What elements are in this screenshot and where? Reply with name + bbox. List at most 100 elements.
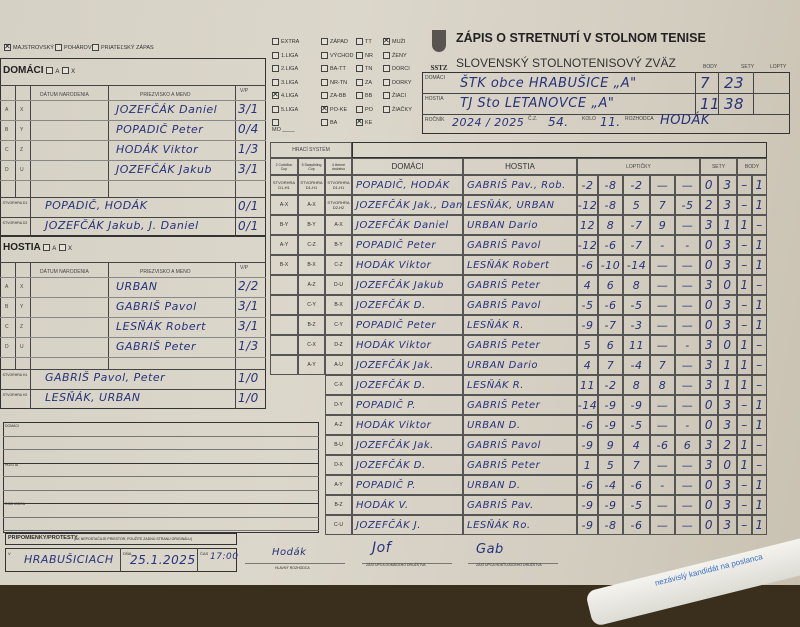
set-score: -7: [623, 215, 650, 235]
category-option[interactable]: ZA-BB: [321, 92, 346, 99]
sets-won: 0: [700, 495, 718, 515]
category-option[interactable]: Východ: [321, 51, 354, 59]
system-code: D-X: [325, 455, 352, 475]
category-option[interactable]: BA: [321, 119, 337, 126]
category-option[interactable]: Extra: [272, 38, 299, 45]
checkbox[interactable]: [272, 51, 279, 59]
checkbox[interactable]: [272, 38, 279, 45]
away-player: URBAN Dario: [463, 215, 577, 235]
category-option[interactable]: NR-TN: [321, 78, 347, 86]
checkbox[interactable]: [383, 36, 390, 45]
match-type-priatelsky[interactable]: Priateľský zápas: [92, 44, 154, 51]
doubles-vp: 1/0: [238, 391, 259, 405]
notes-home-label: DOMÁCI: [5, 424, 19, 428]
category-option[interactable]: Ženy: [383, 51, 407, 59]
home-signature-label: ZÁSTUPCA DOMÁCEHO DRUŽSTVA: [366, 563, 426, 567]
checkbox[interactable]: [272, 65, 279, 72]
sets-won: 0: [700, 235, 718, 255]
system-code: STVORHRA D2-H2: [325, 195, 352, 215]
set-score: -8: [598, 515, 623, 535]
away-player: LESŇÁK Ro.: [463, 515, 577, 535]
checkbox-a[interactable]: [43, 243, 51, 251]
category-option[interactable]: 3.liga: [272, 78, 298, 86]
category-option[interactable]: Muži: [383, 36, 405, 45]
category-option[interactable]: Žiaci: [383, 92, 406, 99]
category-option[interactable]: TN: [356, 65, 372, 72]
sets-won: 0: [700, 295, 718, 315]
checkbox[interactable]: [272, 105, 279, 113]
checkbox[interactable]: [383, 92, 390, 99]
checkbox[interactable]: [321, 65, 328, 72]
category-option[interactable]: BB: [356, 92, 372, 99]
checkbox[interactable]: [321, 78, 328, 86]
category-option[interactable]: Žiačky: [383, 105, 412, 113]
category-option[interactable]: BA-TT: [321, 65, 346, 72]
set-score: 11: [623, 335, 650, 355]
category-option[interactable]: 4.liga: [272, 90, 298, 99]
category-option[interactable]: ZA: [356, 78, 372, 86]
sets-won: 3: [700, 355, 718, 375]
set-score: —: [650, 335, 675, 355]
category-option[interactable]: PO: [356, 105, 373, 113]
away-player: GABRIŠ Pav.: [463, 495, 577, 515]
checkbox[interactable]: [383, 105, 390, 113]
system-cell: [270, 295, 298, 315]
home-player: JOZEFČÁK Jakub: [352, 275, 463, 295]
checkbox[interactable]: [321, 38, 328, 45]
set-score: -5: [577, 295, 598, 315]
checkbox[interactable]: [383, 65, 390, 72]
match-type-poharovy[interactable]: Pohárový: [55, 44, 95, 51]
match-type-majstrovsky[interactable]: Majstrovský: [4, 42, 54, 51]
category-option[interactable]: Dorky: [383, 78, 412, 86]
checkbox-a[interactable]: [46, 66, 54, 74]
checkbox[interactable]: [383, 78, 390, 86]
category-option[interactable]: 1.liga: [272, 51, 298, 59]
category-option[interactable]: KE: [356, 117, 372, 126]
category-option[interactable]: PO-KE: [321, 104, 347, 113]
home-team-name: ŠTK obce HRABUŠICE „A": [460, 76, 637, 91]
doubles-label: STVORHRA D2: [2, 221, 28, 225]
home-signature: Jof: [372, 540, 392, 556]
checkbox[interactable]: [383, 51, 390, 59]
checkbox[interactable]: [272, 119, 279, 126]
checkbox[interactable]: [321, 119, 328, 126]
option-label: NR: [365, 52, 373, 59]
checkbox[interactable]: [356, 78, 363, 86]
category-option[interactable]: Západ: [321, 38, 348, 45]
checkbox[interactable]: [356, 51, 363, 59]
checkbox[interactable]: [356, 92, 363, 99]
player-vp: 3/1: [238, 299, 259, 313]
checkbox[interactable]: [321, 51, 328, 59]
checkbox[interactable]: [356, 65, 363, 72]
protests-box: [5, 533, 237, 545]
category-option[interactable]: 2.liga: [272, 65, 298, 72]
sets-won: 3: [718, 475, 737, 495]
checkbox[interactable]: [356, 105, 363, 113]
checkbox-x[interactable]: [62, 66, 70, 74]
option-label: 2.liga: [281, 65, 299, 72]
checkbox[interactable]: [272, 78, 279, 86]
category-option[interactable]: TT: [356, 38, 372, 45]
category-option[interactable]: 5.liga: [272, 105, 298, 113]
checkbox-x[interactable]: [59, 243, 66, 251]
set-score: 5: [577, 335, 598, 355]
checkbox[interactable]: [321, 104, 328, 113]
category-option[interactable]: Dorci: [383, 65, 410, 72]
checkbox[interactable]: [4, 42, 11, 51]
checkbox[interactable]: [92, 44, 99, 51]
away-player: GABRIŠ Pavol: [463, 435, 577, 455]
checkbox[interactable]: [272, 90, 279, 99]
category-option[interactable]: NR: [356, 51, 373, 59]
checkbox[interactable]: [356, 38, 363, 45]
checkbox[interactable]: [55, 44, 62, 51]
player-letter: B: [5, 127, 9, 133]
set-score: 7: [650, 195, 675, 215]
checkbox[interactable]: [356, 117, 363, 126]
set-score: -8: [598, 175, 623, 195]
option-label: PO: [365, 106, 373, 113]
system-title-text: HRACÍ SYSTÉM: [292, 147, 330, 153]
set-score: -7: [623, 235, 650, 255]
checkbox[interactable]: [321, 92, 328, 99]
category-option[interactable]: [272, 119, 281, 126]
set-score: -6: [577, 415, 598, 435]
